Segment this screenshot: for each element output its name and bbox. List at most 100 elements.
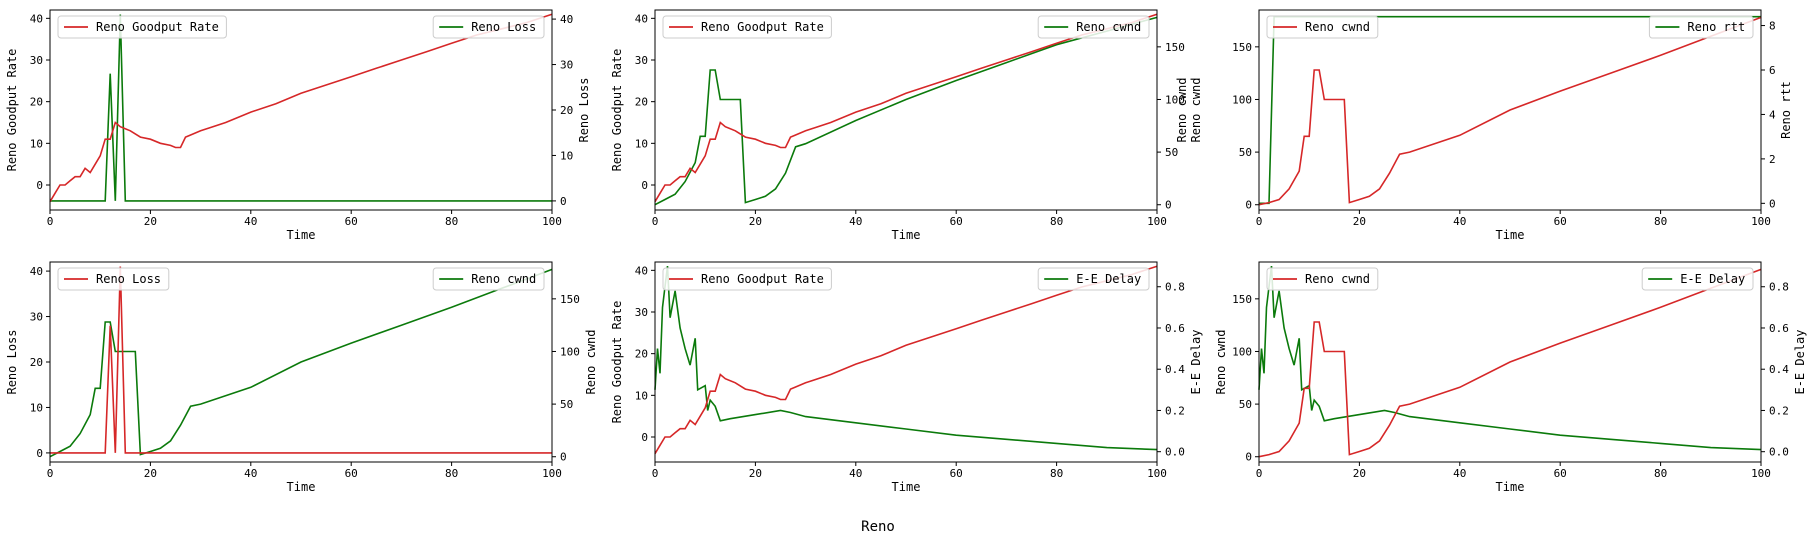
left-y-tick-label: 50 xyxy=(1239,146,1252,159)
x-tick-label: 0 xyxy=(652,467,659,480)
right-series-line xyxy=(654,16,1158,206)
right-y-tick-label: 20 xyxy=(560,104,573,117)
left-y-tick-label: 10 xyxy=(635,137,648,150)
right-y-tick-label: 0.4 xyxy=(1769,363,1789,376)
legend-label: Reno Goodput Rate xyxy=(96,20,219,34)
left-y-tick-label: 0 xyxy=(1245,199,1252,212)
legend-label: Reno Loss xyxy=(96,272,161,286)
left-series-line xyxy=(50,266,552,454)
legend-box xyxy=(1641,267,1754,291)
left-y-tick-label: 0 xyxy=(641,179,648,192)
legend-box xyxy=(1037,267,1150,291)
x-tick-label: 60 xyxy=(345,215,358,228)
left-y-axis-label: Reno Goodput Rate xyxy=(610,301,624,424)
legend-label: Reno cwnd xyxy=(1076,20,1141,34)
right-series-line xyxy=(49,268,553,458)
left-y-tick-label: 0 xyxy=(36,179,43,192)
right-y-tick-label: 6 xyxy=(1769,64,1776,77)
left-y-tick-label: 20 xyxy=(30,356,43,369)
x-tick-label: 100 xyxy=(542,467,562,480)
right-y-tick-label: 0.2 xyxy=(1165,404,1185,417)
x-axis-label: Time xyxy=(892,228,921,242)
right-y-axis-label: Reno Loss xyxy=(577,77,591,142)
right-series-line xyxy=(1258,266,1762,451)
chart-panel-3: 0 20 40 60 80 100 Time 0 50 100 150 0 2 4 6 8 Reno rtt Re… xyxy=(1232,9,1793,242)
right-y-tick-label: 150 xyxy=(560,293,580,306)
right-y-tick-label: 8 xyxy=(1769,20,1776,33)
x-tick-label: 100 xyxy=(1751,215,1771,228)
legend-top-left: Reno cwnd xyxy=(1266,15,1379,39)
x-tick-label: 40 xyxy=(244,215,257,228)
x-tick-label: 60 xyxy=(950,215,963,228)
legend-top-left: Reno cwnd xyxy=(1266,267,1379,291)
legend-top-right: Reno rtt xyxy=(1648,15,1754,39)
left-series-line xyxy=(654,265,1158,455)
right-y-axis-label: E-E Delay xyxy=(1189,329,1203,394)
figure-suptitle: Reno xyxy=(861,519,895,535)
right-y-tick-label: 10 xyxy=(560,149,573,162)
right-series-line xyxy=(654,266,1158,451)
legend-top-left: Reno Goodput Rate xyxy=(662,15,832,39)
right-y-tick-label: 0.6 xyxy=(1769,322,1789,335)
left-y-tick-label: 150 xyxy=(1232,41,1252,54)
x-axis-label: Time xyxy=(892,480,921,494)
legend-label: Reno Loss xyxy=(471,20,536,34)
left-y-tick-label: 10 xyxy=(30,401,43,414)
x-axis-label: Time xyxy=(1496,228,1525,242)
x-tick-label: 0 xyxy=(47,467,54,480)
x-tick-label: 40 xyxy=(1453,215,1466,228)
x-tick-label: 20 xyxy=(144,467,157,480)
left-y-tick-label: 10 xyxy=(635,389,648,402)
left-y-tick-label: 100 xyxy=(1232,93,1252,106)
x-tick-label: 40 xyxy=(244,467,257,480)
left-y-tick-label: 10 xyxy=(30,137,43,150)
left-y-axis-label: Reno Goodput Rate xyxy=(5,49,19,172)
chart-panel-5: 0 20 40 60 80 100 Time 0 10 20 30 40 Reno Goodput Ra… xyxy=(610,261,1203,494)
x-tick-label: 40 xyxy=(849,467,862,480)
left-y-tick-label: 30 xyxy=(30,54,43,67)
legend-top-left: Reno Loss xyxy=(57,267,170,291)
right-y-tick-label: 0 xyxy=(1165,199,1172,212)
legend-label: Reno Goodput Rate xyxy=(701,20,824,34)
right-y-axis-label: Reno cwnd xyxy=(584,329,598,394)
x-tick-label: 20 xyxy=(144,215,157,228)
x-tick-label: 100 xyxy=(542,215,562,228)
left-y-tick-label: 40 xyxy=(635,12,648,25)
x-tick-label: 60 xyxy=(345,467,358,480)
legend-box xyxy=(662,15,832,39)
left-y-tick-label: 30 xyxy=(30,311,43,324)
legend-top-right: Reno Loss xyxy=(432,15,545,39)
legend-top-right: E-E Delay xyxy=(1037,267,1150,291)
right-y-tick-label: 150 xyxy=(1165,41,1185,54)
left-y-tick-label: 150 xyxy=(1232,293,1252,306)
left-series-line xyxy=(654,13,1158,203)
x-tick-label: 60 xyxy=(1554,467,1567,480)
x-axis-label: Time xyxy=(287,228,316,242)
x-tick-label: 20 xyxy=(1353,467,1366,480)
legend-box xyxy=(662,267,832,291)
legend-label: Reno cwnd xyxy=(471,272,536,286)
plot-frame xyxy=(1258,9,1762,211)
left-y-tick-label: 100 xyxy=(1232,345,1252,358)
legend-box xyxy=(1266,15,1379,39)
chart-panel-6: 0 20 40 60 80 100 Time 0 50 100 150 Reno cwnd 0.0 0.2… xyxy=(1214,261,1807,494)
x-tick-label: 100 xyxy=(1147,467,1167,480)
chart-panel-2: 0 20 40 60 80 100 Time 0 10 20 30 40 Reno Goodput Ra… xyxy=(610,9,1203,242)
x-tick-label: 40 xyxy=(849,215,862,228)
legend-box xyxy=(57,15,227,39)
left-y-axis-label: Reno cwnd xyxy=(1214,329,1228,394)
right-y-axis-label: Reno cwnd xyxy=(1175,77,1189,142)
plot-frame xyxy=(654,261,1158,463)
x-tick-label: 0 xyxy=(47,215,54,228)
x-tick-label: 80 xyxy=(445,467,458,480)
x-tick-label: 100 xyxy=(1751,467,1771,480)
x-axis-label: Time xyxy=(1496,480,1525,494)
plot-frame xyxy=(1258,261,1762,463)
right-y-axis-label: E-E Delay xyxy=(1793,329,1807,394)
left-y-axis-label: Reno Goodput Rate xyxy=(610,49,624,172)
x-tick-label: 0 xyxy=(652,215,659,228)
legend-label: Reno Goodput Rate xyxy=(701,272,824,286)
x-tick-label: 80 xyxy=(1654,467,1667,480)
